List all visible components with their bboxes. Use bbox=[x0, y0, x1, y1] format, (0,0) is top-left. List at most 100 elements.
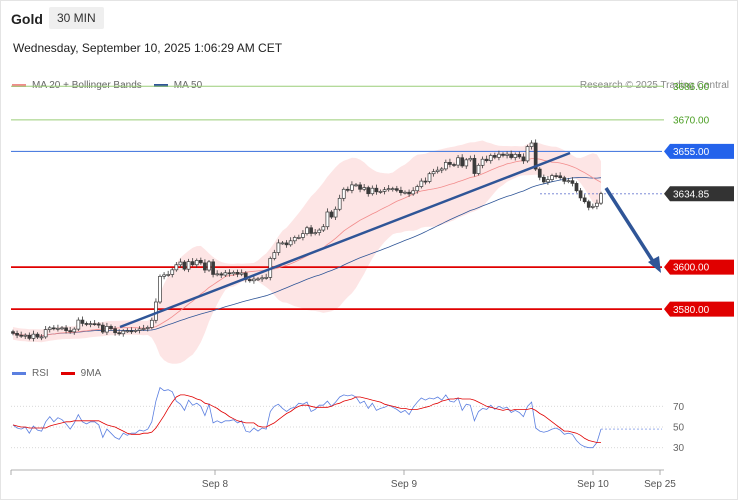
candle bbox=[154, 298, 158, 324]
timeframe-badge[interactable]: 30 MIN bbox=[49, 7, 104, 29]
candle-body bbox=[252, 278, 256, 282]
candle-body bbox=[558, 175, 563, 179]
candle bbox=[301, 230, 305, 241]
candle-body bbox=[239, 272, 244, 275]
candle-body bbox=[23, 334, 28, 337]
candle-body bbox=[170, 269, 175, 275]
candles-layer bbox=[11, 139, 603, 342]
candle-body bbox=[521, 156, 526, 162]
candle-body bbox=[154, 301, 158, 321]
candle-body bbox=[162, 274, 166, 277]
candle-body bbox=[341, 188, 346, 199]
candle bbox=[43, 325, 48, 339]
rsi-panel: 70 50 30 bbox=[11, 386, 685, 454]
candle-body bbox=[231, 271, 236, 275]
candle-body bbox=[121, 330, 126, 335]
candle-body bbox=[525, 146, 530, 162]
candle-body bbox=[145, 327, 150, 329]
candle bbox=[456, 155, 460, 169]
candle-body bbox=[362, 187, 367, 190]
candle-body bbox=[96, 323, 101, 326]
legend-label-rsi: RSI bbox=[32, 368, 49, 379]
candle bbox=[39, 334, 44, 341]
candle bbox=[484, 155, 489, 163]
candle bbox=[133, 328, 138, 333]
candle bbox=[27, 332, 32, 341]
candle-body bbox=[464, 159, 469, 167]
candle-body bbox=[415, 186, 420, 192]
candle bbox=[47, 325, 52, 333]
candle bbox=[276, 239, 281, 256]
candle-body bbox=[517, 154, 522, 158]
legend-swatch-rsi-ma bbox=[60, 372, 75, 375]
instrument-title: Gold bbox=[11, 11, 43, 27]
rsi-line bbox=[12, 386, 602, 449]
candle bbox=[80, 316, 85, 327]
candle bbox=[443, 159, 448, 171]
candle bbox=[105, 322, 109, 336]
candle-body bbox=[27, 334, 32, 339]
candle-body bbox=[137, 328, 142, 331]
candle bbox=[341, 187, 346, 202]
rsi-tick-30: 30 bbox=[673, 443, 685, 454]
candle-body bbox=[43, 329, 48, 338]
candle-body bbox=[599, 193, 603, 204]
candle-body bbox=[325, 211, 330, 228]
candle-body bbox=[158, 275, 162, 303]
candle bbox=[186, 258, 191, 273]
candle bbox=[162, 272, 166, 280]
candle bbox=[329, 210, 334, 219]
candle-body bbox=[595, 202, 599, 207]
legend-swatch-ma20 bbox=[12, 84, 26, 87]
candle bbox=[415, 184, 420, 194]
legend-label-ma20: MA 20 + Bollinger Bands bbox=[32, 80, 142, 91]
bollinger-band-layer bbox=[13, 140, 601, 364]
candle bbox=[121, 329, 126, 337]
candle bbox=[505, 151, 509, 159]
candle-body bbox=[484, 158, 489, 162]
candle-body bbox=[488, 155, 493, 162]
candle-body bbox=[358, 184, 362, 190]
candle-body bbox=[141, 328, 146, 330]
candle bbox=[182, 260, 187, 272]
candle-body bbox=[149, 319, 154, 328]
candle bbox=[137, 326, 142, 334]
candle-body bbox=[501, 153, 505, 156]
legend-item-rsi: RSI bbox=[12, 368, 49, 379]
candle bbox=[149, 317, 154, 330]
candle-body bbox=[301, 233, 305, 238]
candle-body bbox=[394, 188, 399, 191]
candle-body bbox=[113, 328, 117, 334]
candle-body bbox=[550, 175, 554, 180]
candle bbox=[566, 177, 571, 184]
candle bbox=[64, 325, 68, 334]
candle-body bbox=[272, 252, 277, 259]
candle-body bbox=[382, 189, 387, 192]
uptrend-line bbox=[119, 151, 571, 329]
legend-label-rsi-ma: 9MA bbox=[80, 368, 102, 379]
candle bbox=[190, 258, 195, 267]
candle bbox=[537, 167, 542, 181]
candle bbox=[476, 163, 481, 176]
candle bbox=[378, 189, 383, 194]
candle bbox=[582, 194, 587, 204]
legend-item-ma50: MA 50 bbox=[153, 80, 203, 91]
candle bbox=[56, 324, 60, 332]
candle-body bbox=[468, 158, 473, 161]
candle-body bbox=[333, 208, 338, 218]
candle-body bbox=[460, 157, 465, 167]
candle-body bbox=[345, 188, 350, 191]
candle-body bbox=[51, 327, 56, 330]
legend-label-ma50: MA 50 bbox=[173, 80, 203, 91]
candle-body bbox=[292, 237, 297, 242]
candle-body bbox=[386, 188, 391, 191]
candle bbox=[501, 152, 505, 158]
candle bbox=[158, 274, 162, 304]
price-legend: MA 20 + Bollinger Bands MA 50 bbox=[12, 80, 214, 91]
candle-body bbox=[284, 242, 289, 246]
candle-body bbox=[529, 142, 534, 147]
candle-body bbox=[423, 180, 428, 183]
candle-body bbox=[505, 153, 509, 156]
candle bbox=[117, 329, 122, 336]
